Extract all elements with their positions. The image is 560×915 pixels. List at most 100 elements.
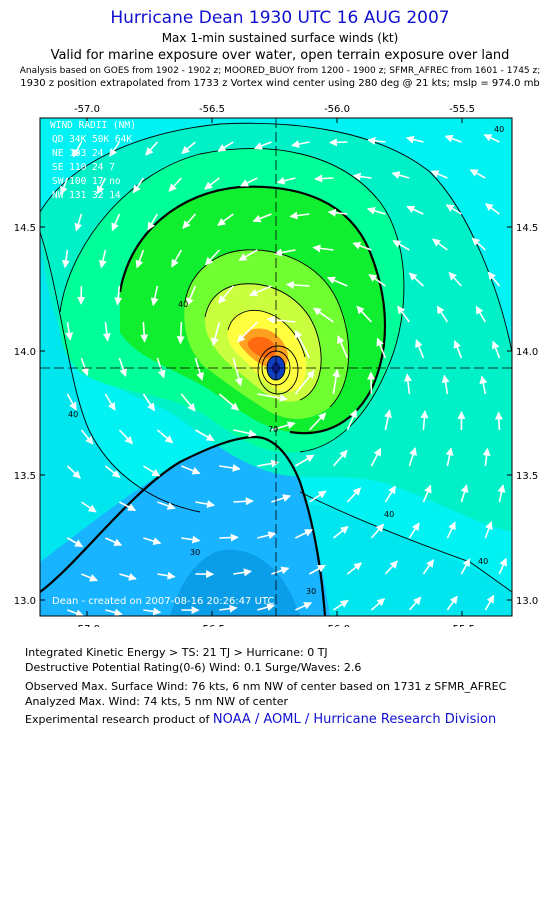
wind-arrow (181, 535, 201, 544)
wind-arrow (119, 573, 137, 581)
wind-arrow (168, 177, 182, 192)
contour-label: 40 (178, 300, 188, 309)
lon-label-top: -57.0 (74, 104, 100, 115)
analysis-sources: Analysis based on GOES from 1902 - 1902 … (19, 66, 541, 76)
wind-arrow (233, 497, 254, 506)
wind-arrow (257, 531, 277, 540)
wind-arrow (181, 465, 201, 475)
wind-arrow (432, 238, 448, 251)
wind-arrow (156, 429, 174, 444)
wind-arrow (367, 371, 376, 395)
wind-radii-row: QD 34K 50K 64K (52, 134, 132, 145)
wind-arrow (147, 213, 159, 231)
wind-arrow (346, 562, 363, 575)
wind-arrow (104, 393, 116, 411)
wind-arrow (257, 393, 288, 402)
wind-arrow (487, 271, 501, 287)
wind-arrow (195, 429, 215, 442)
credit-org-link[interactable]: NOAA / AOML / Hurricane Research Divisio… (212, 712, 497, 727)
hurricane-eye-inner (272, 362, 280, 374)
wind-arrow (408, 596, 422, 611)
wind-arrow (332, 525, 349, 539)
wind-arrow (182, 213, 197, 229)
contour-label: 40 (494, 125, 504, 134)
lon-label-bottom: -57.0 (74, 624, 100, 627)
wind-arrow (104, 465, 121, 478)
wind-arrow (67, 537, 84, 548)
wind-arrow (484, 203, 500, 215)
lat-label-right: 13.5 (516, 471, 538, 482)
axis-ticks (40, 118, 512, 616)
wind-arrow (142, 465, 161, 477)
wind-arrow (368, 273, 386, 287)
lat-label-left: 13.5 (14, 471, 36, 482)
wind-arrow (352, 241, 372, 251)
wind-arrow (143, 537, 162, 545)
wind-vectors (60, 134, 507, 616)
lat-label-right: 13.0 (516, 596, 538, 607)
wind-arrow (81, 573, 99, 582)
wind-arrow (80, 357, 89, 377)
wind-arrow (314, 174, 334, 183)
wind-arrow (132, 177, 145, 194)
wind-map: -57.0 -56.5 -56.0 -55.5 -57.0 -56.5 -56.… (14, 104, 539, 627)
wind-arrow (494, 411, 503, 431)
wind-arrow (271, 494, 292, 503)
wind-arrow (309, 564, 326, 575)
wind-arrow (118, 429, 133, 445)
wind-arrow (274, 248, 296, 257)
subtitle-winds: Max 1-min sustained surface winds (kt) (161, 31, 399, 45)
wind-arrow (219, 533, 239, 542)
subtitle-exposure: Valid for marine exposure over water, op… (50, 48, 510, 63)
wind-arrow (118, 357, 128, 378)
wind-arrow (404, 373, 412, 395)
wind-arrow (384, 560, 398, 575)
wind-arrow (312, 307, 334, 323)
wind-radii-row: NW 131 32 14 (52, 190, 121, 201)
wind-radii-table: WIND RADII (NM) QD 34K 50K 64K NE 133 24… (50, 120, 136, 201)
wind-arrow (271, 421, 296, 431)
wind-zone-lowest (170, 549, 300, 616)
lon-label-bottom: -55.5 (449, 624, 475, 627)
lat-label-left: 13.0 (14, 596, 36, 607)
wind-arrow (332, 368, 341, 395)
wind-arrow (408, 447, 417, 467)
wind-arrow (186, 285, 197, 307)
wind-arrow (181, 141, 196, 154)
wind-arrow (460, 558, 471, 575)
wind-arrow (219, 604, 238, 613)
wind-arrow (157, 571, 176, 580)
wind-arrow (143, 607, 162, 616)
wind-arrow (332, 599, 349, 611)
wind-arrow (328, 138, 348, 147)
map-frame (39, 117, 513, 617)
wind-arrow (253, 141, 272, 150)
wind-zone-core (247, 336, 276, 358)
lon-label-bottom: -56.5 (199, 624, 225, 627)
wind-arrow (484, 594, 495, 611)
contour-label: 40 (68, 410, 78, 419)
position-note: 1930 z position extrapolated from 1733 z… (20, 78, 540, 89)
wind-arrow (479, 375, 488, 395)
wind-arrow (102, 321, 111, 342)
wind-arrow (135, 249, 145, 269)
wind-arrow (445, 204, 462, 215)
wind-arrow (469, 169, 486, 179)
wind-arrow (295, 602, 313, 611)
wind-arrow (236, 321, 258, 343)
wind-arrow (460, 484, 469, 503)
wind-arrow (195, 500, 216, 508)
wind-arrow (370, 447, 382, 467)
wind-arrow (327, 208, 348, 217)
wind-arrow (392, 240, 410, 251)
analyzed-max-wind: Analyzed Max. Wind: 74 kts, 5 nm NW of c… (25, 695, 289, 708)
wind-arrow (109, 141, 121, 157)
wind-arrow (157, 501, 176, 510)
lon-label-top: -56.5 (199, 104, 225, 115)
wind-arrow (266, 315, 296, 324)
hurricane-force-contour (118, 185, 387, 435)
center-crosshair (40, 118, 512, 616)
contour-label: 30 (190, 548, 200, 557)
wind-arrow (308, 490, 327, 503)
lat-labels: 14.5 14.0 13.5 13.0 14.5 14.0 13.5 13.0 (14, 223, 539, 607)
